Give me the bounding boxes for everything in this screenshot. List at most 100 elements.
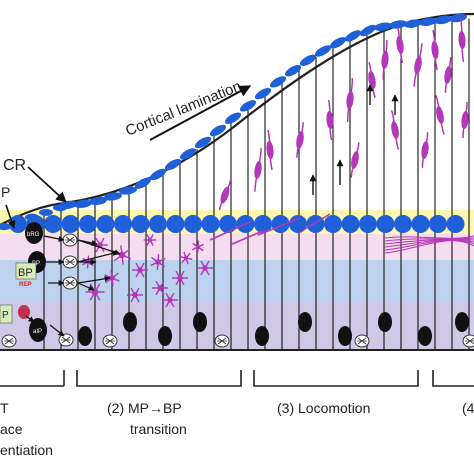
progenitor-cell — [158, 326, 172, 346]
intermediate-nucleus — [44, 215, 62, 233]
pial-nucleus — [374, 22, 392, 31]
neuron-process — [175, 277, 181, 286]
neuron-process — [89, 291, 96, 301]
neuron-process — [200, 260, 206, 269]
tangential-process — [384, 238, 474, 245]
arrow-icon — [49, 324, 65, 337]
bipolar-neuron — [435, 95, 445, 135]
bipolar-neuron — [421, 132, 429, 168]
neuron-process — [135, 262, 141, 271]
pial-nucleus — [254, 87, 272, 100]
pial-nucleus — [209, 124, 227, 137]
pial-nucleus — [404, 19, 422, 28]
neuron-process — [185, 257, 189, 265]
bipolar-neuron — [390, 110, 400, 150]
neuron-process — [165, 299, 171, 308]
mitosis-chromosomes — [217, 337, 227, 345]
bipolar-neuron — [381, 39, 389, 80]
mitosis-icon — [62, 255, 78, 269]
neuron-soma — [431, 41, 439, 59]
pial-nucleus — [239, 100, 257, 112]
pial-nucleus — [389, 20, 407, 29]
neuron-process — [139, 262, 145, 271]
neuron-process — [204, 260, 210, 269]
neuron-process — [121, 254, 124, 265]
neuron-process — [204, 267, 210, 276]
multipolar-neuron — [104, 269, 120, 287]
arrow-icon — [77, 282, 95, 291]
pial-nucleus — [224, 112, 242, 124]
pial-nuclei — [0, 13, 467, 231]
mitosis-icon — [62, 276, 78, 290]
neuron-process — [169, 299, 175, 308]
oblique-process — [299, 213, 331, 233]
multipolar-neuron — [179, 251, 193, 265]
neuron-process — [197, 243, 205, 248]
band-blue — [0, 260, 474, 302]
multipolar-neuron — [127, 287, 143, 303]
cortical-lamination-arrow — [149, 85, 252, 141]
bracket-stage-1 — [0, 370, 65, 387]
neuron-process — [110, 269, 113, 279]
progenitor-cell — [193, 312, 207, 332]
neuron-process — [157, 261, 165, 268]
mitosis-icon — [102, 334, 118, 348]
neuron-process — [134, 287, 140, 296]
pial-nucleus — [359, 24, 377, 37]
neuron-process — [150, 261, 159, 267]
intermediate-nucleus — [184, 215, 202, 233]
mitosis-chromosomes — [65, 279, 75, 287]
neuron-soma — [368, 71, 376, 89]
bipolar-neuron — [413, 43, 423, 87]
progenitor-cell — [123, 312, 137, 332]
dividing-cells — [1, 233, 474, 348]
intermediate-nucleus — [219, 215, 237, 233]
progenitor-cell — [455, 312, 469, 332]
neuron-process — [192, 242, 199, 248]
neuron-process — [155, 280, 161, 289]
stage-2-subtitle: transition — [130, 421, 187, 437]
stage-1-line2: ace — [0, 421, 23, 437]
pial-nucleus — [164, 158, 182, 171]
pial-nucleus — [104, 192, 122, 201]
arrow-icon — [77, 275, 111, 284]
cr-label: CR — [3, 157, 26, 174]
neuron-process — [151, 256, 159, 263]
bipolar-neuron — [218, 179, 232, 211]
mitosis-icon — [354, 334, 370, 348]
mp-pointer-arrow — [5, 204, 16, 229]
bracket-stage-2 — [76, 370, 242, 387]
pial-nucleus — [284, 65, 302, 77]
neuron-soma — [296, 131, 304, 149]
neuron-process — [146, 234, 151, 241]
multipolar-neuron — [143, 234, 157, 246]
multipolar-neuron — [191, 240, 205, 254]
neuron-soma — [346, 91, 354, 109]
intermediate-nucleus — [306, 215, 325, 233]
mp-label: P — [1, 184, 10, 200]
bipolar-neuron — [396, 26, 404, 64]
oblique-process — [229, 229, 266, 246]
neuron-process — [179, 256, 187, 259]
mitosis-icon — [462, 334, 474, 348]
intermediate-nucleus — [254, 215, 272, 233]
intermediate-nucleus — [289, 215, 307, 233]
pial-nucleus — [329, 37, 347, 49]
neuron-process — [121, 254, 132, 260]
neuron-process — [185, 252, 191, 259]
apical-progenitors — [78, 312, 469, 346]
bp-box-label: BP — [18, 267, 33, 279]
bipolar-neuron — [266, 129, 274, 171]
neuron-soma — [421, 141, 429, 159]
p-box — [0, 304, 13, 324]
multipolar-neuron — [132, 262, 148, 278]
stage-1-line1: T — [0, 400, 9, 416]
bipolar-neuron — [458, 17, 466, 63]
brg-label: bRG — [27, 232, 40, 238]
intermediate-nucleus — [394, 215, 412, 233]
intermediate-nucleus — [114, 215, 132, 233]
mitosis-chromosomes — [61, 336, 71, 344]
mitosis-chromosomes — [465, 337, 474, 345]
bipolar-neuron — [350, 142, 360, 178]
stage-1-line3: entiation — [0, 442, 53, 458]
